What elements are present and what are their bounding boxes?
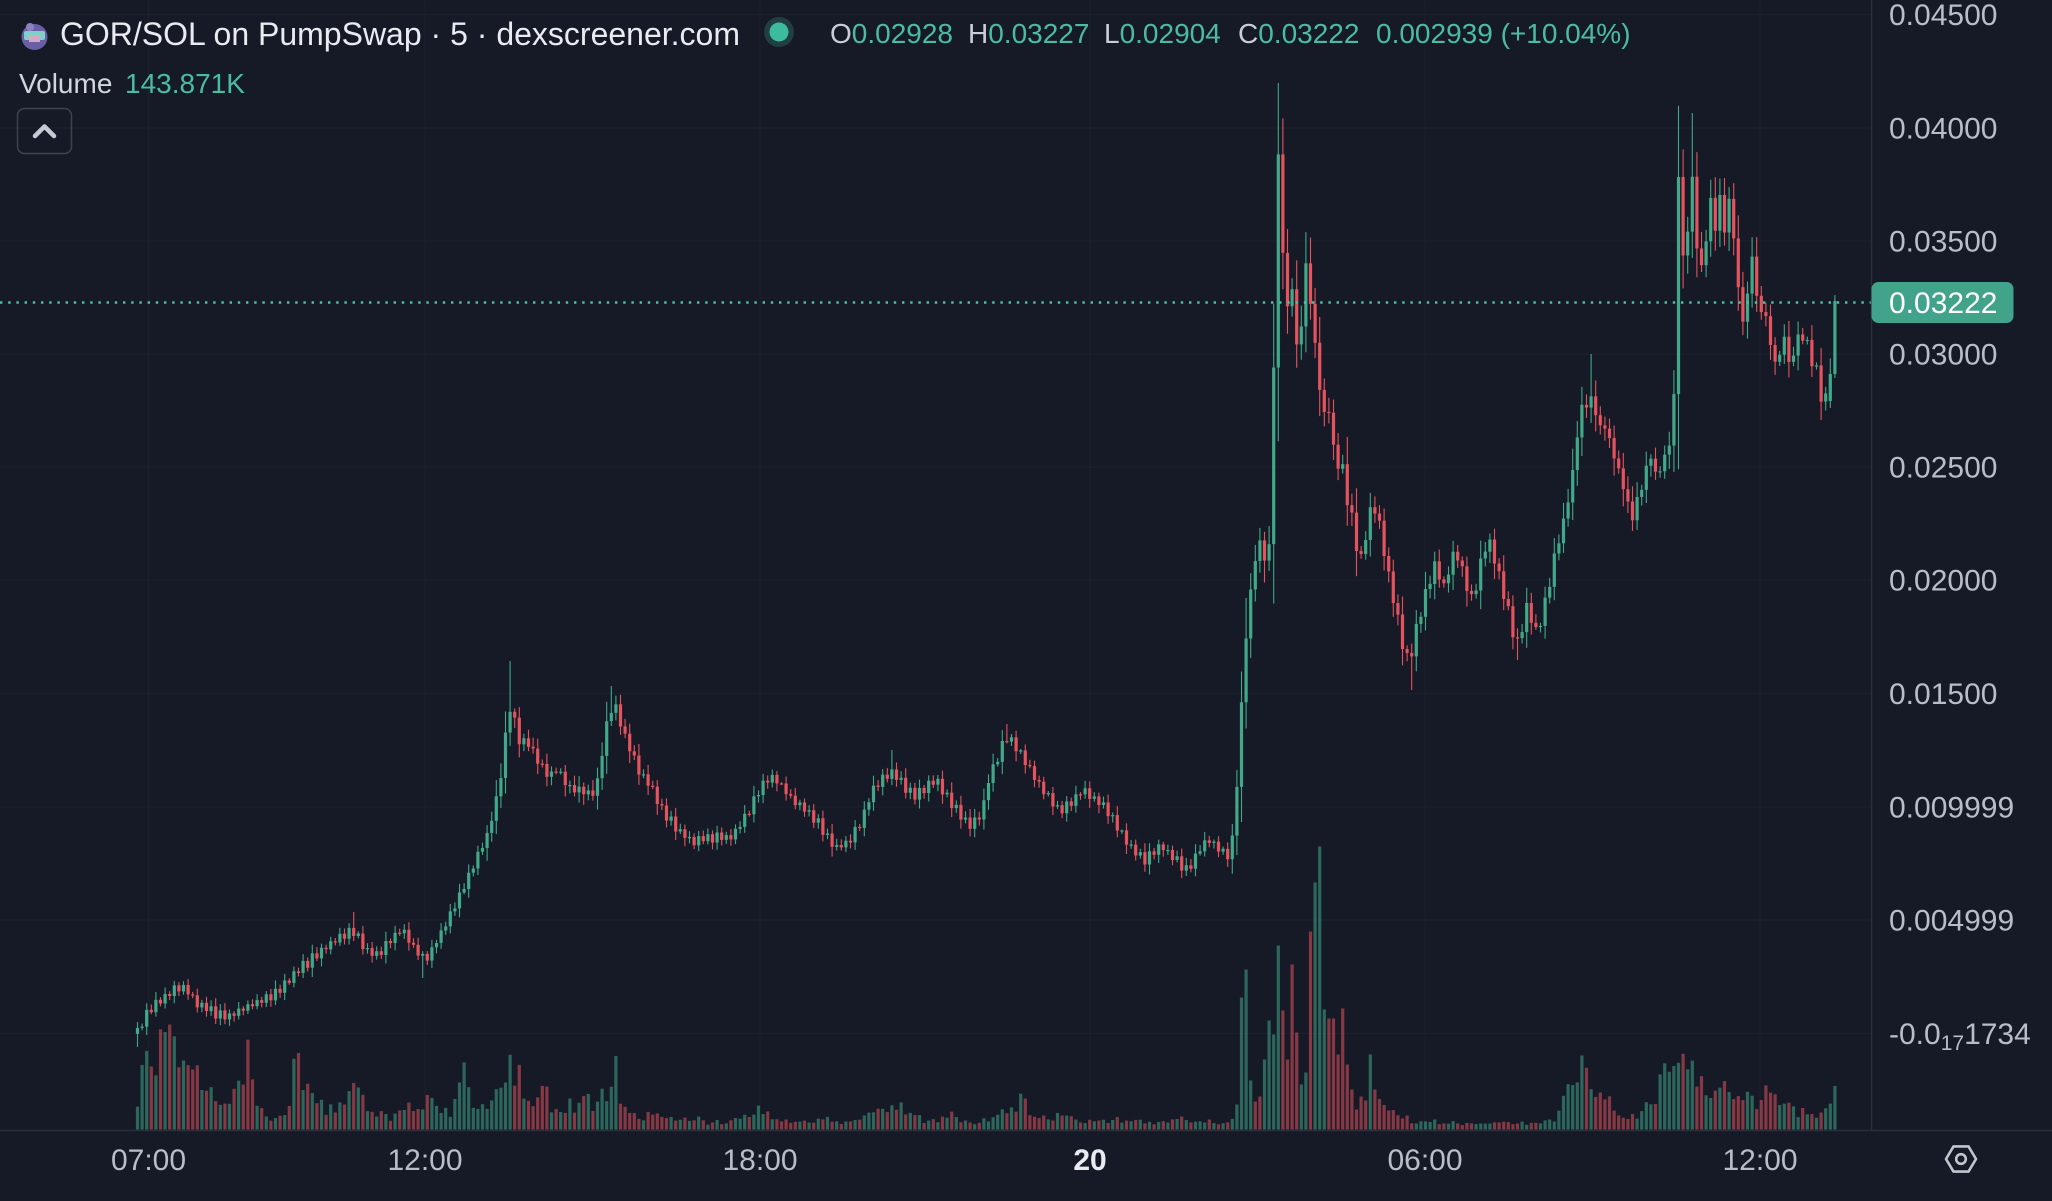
svg-text:C0.03222: C0.03222 xyxy=(1238,18,1359,49)
svg-text:0.02500: 0.02500 xyxy=(1889,452,1997,485)
svg-text:0.009999: 0.009999 xyxy=(1889,792,2014,825)
svg-text:0.04500: 0.04500 xyxy=(1889,0,1997,32)
svg-text:0.01500: 0.01500 xyxy=(1889,678,1997,711)
svg-text:0.03222: 0.03222 xyxy=(1889,287,1997,320)
svg-text:20: 20 xyxy=(1073,1144,1106,1177)
svg-text:143.871K: 143.871K xyxy=(125,68,245,99)
svg-text:0.02000: 0.02000 xyxy=(1889,565,1997,598)
svg-text:12:00: 12:00 xyxy=(387,1144,462,1177)
svg-text:L0.02904: L0.02904 xyxy=(1104,18,1221,49)
svg-text:0.04000: 0.04000 xyxy=(1889,113,1997,146)
svg-text:H0.03227: H0.03227 xyxy=(968,18,1089,49)
svg-text:0.002939 (+10.04%): 0.002939 (+10.04%) xyxy=(1376,18,1631,49)
svg-text:06:00: 06:00 xyxy=(1387,1144,1462,1177)
svg-text:GOR/SOL on PumpSwap · 5 · dexs: GOR/SOL on PumpSwap · 5 · dexscreener.co… xyxy=(60,16,740,52)
svg-text:18:00: 18:00 xyxy=(722,1144,797,1177)
svg-text:07:00: 07:00 xyxy=(111,1144,186,1177)
svg-text:0.03500: 0.03500 xyxy=(1889,226,1997,259)
svg-text:O0.02928: O0.02928 xyxy=(830,18,953,49)
svg-text:Volume: Volume xyxy=(19,68,112,99)
svg-text:0.004999: 0.004999 xyxy=(1889,905,2014,938)
svg-text:0.03000: 0.03000 xyxy=(1889,339,1997,372)
svg-text:12:00: 12:00 xyxy=(1722,1144,1797,1177)
